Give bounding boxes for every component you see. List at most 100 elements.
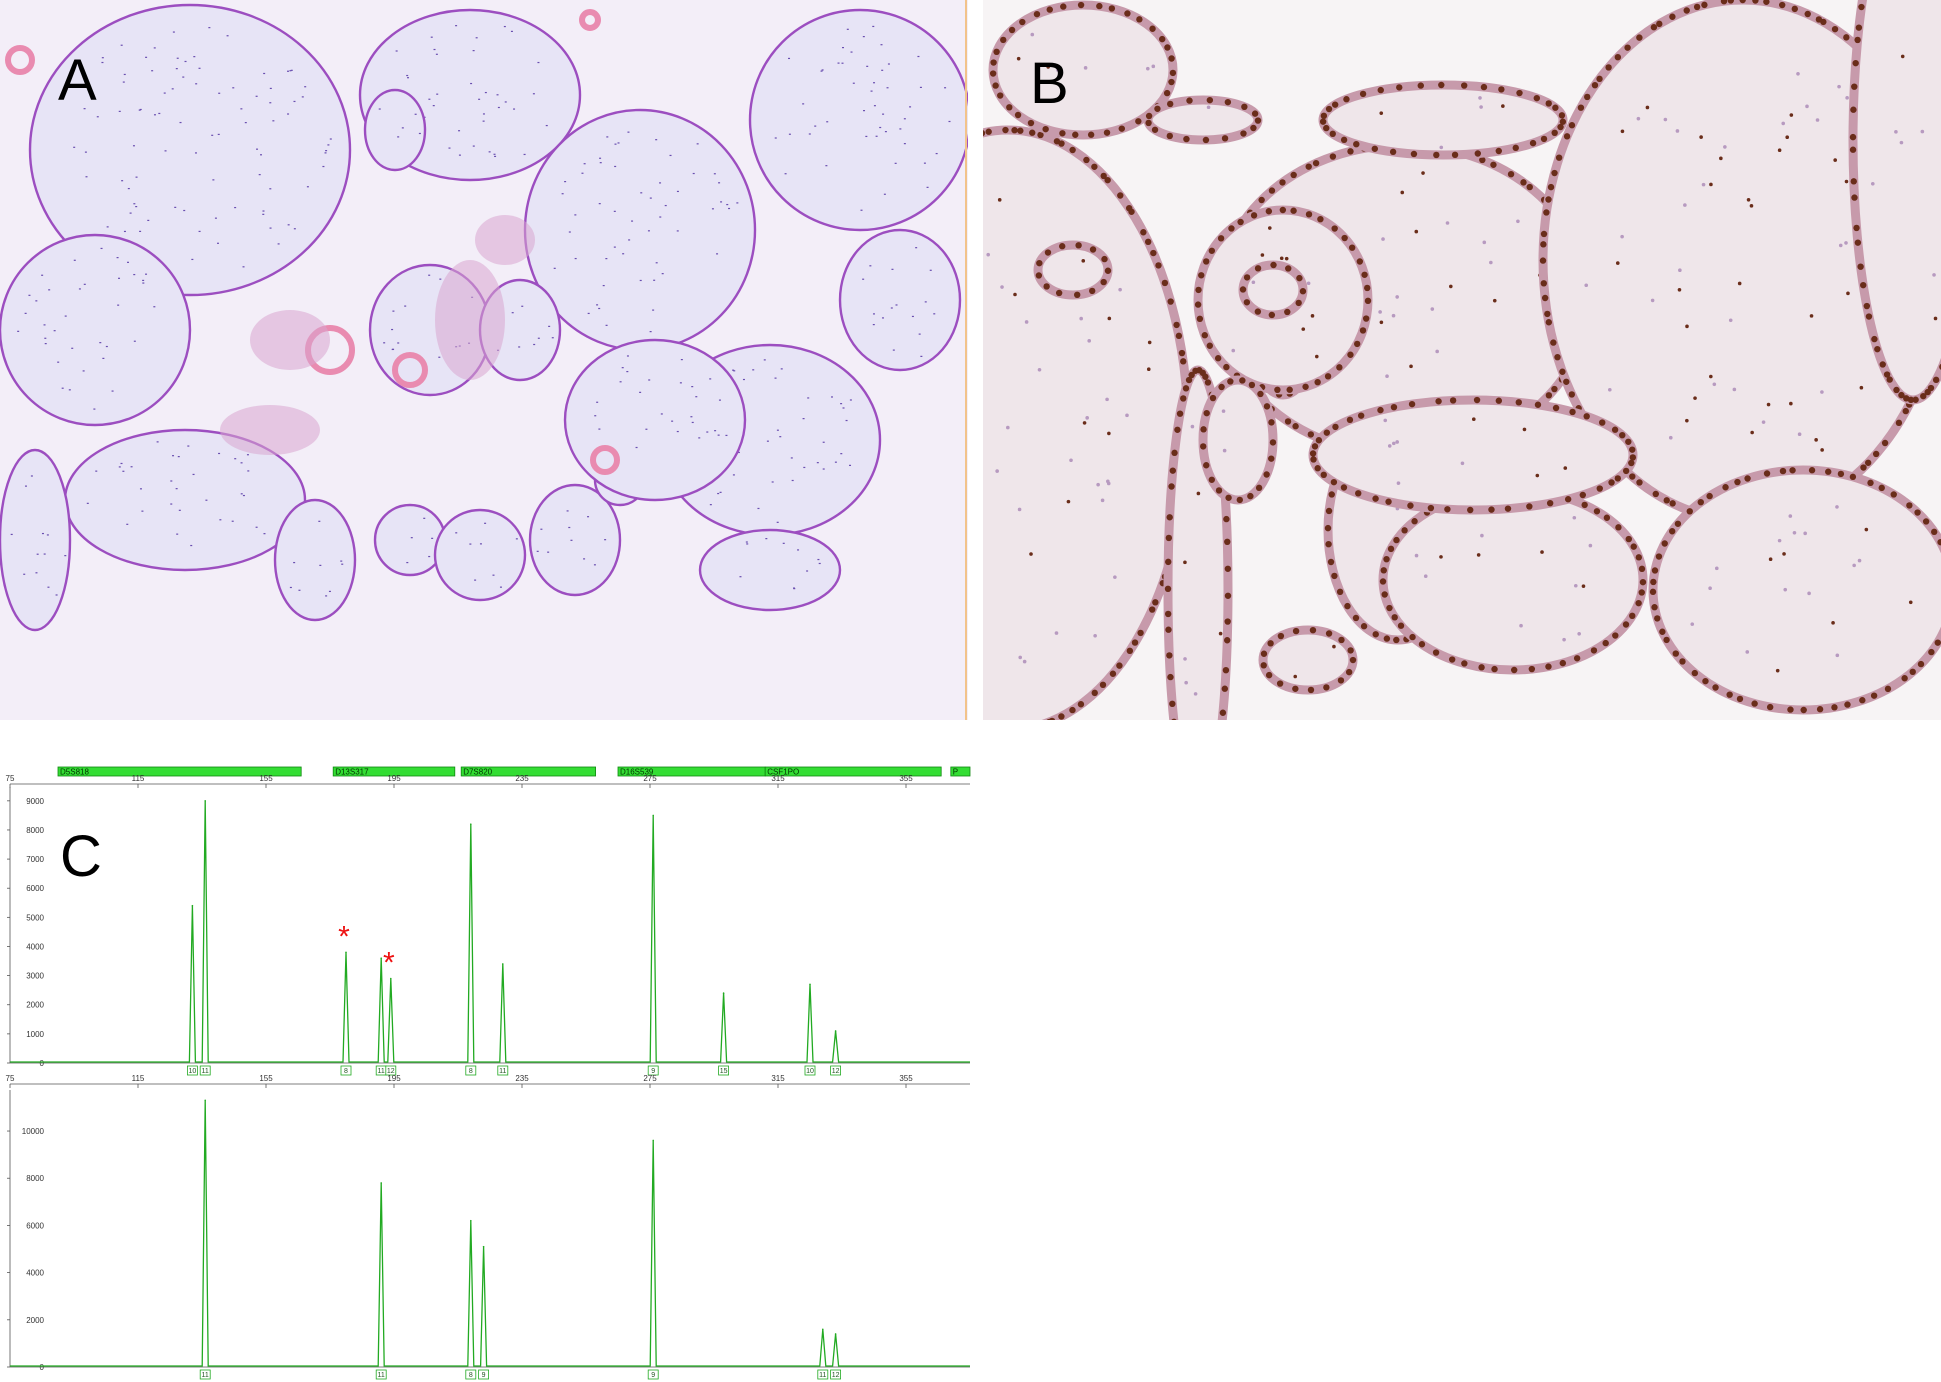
stromal-nucleus: [1519, 623, 1523, 628]
stromal-nucleus: [472, 50, 475, 52]
stromal-nucleus: [1712, 382, 1717, 387]
stromal-nucleus: [242, 494, 245, 497]
stromal-nucleus: [614, 165, 617, 168]
stromal-nucleus: [101, 61, 104, 64]
stromal-nucleus: [1024, 320, 1029, 324]
positive-nucleus: [1461, 660, 1468, 667]
stromal-nucleus: [472, 145, 475, 147]
positive-nucleus: [1890, 491, 1897, 498]
stromal-nucleus: [1310, 314, 1315, 318]
stromal-nucleus: [1789, 113, 1794, 117]
stromal-nucleus: [746, 543, 749, 545]
positive-nucleus: [1516, 89, 1523, 97]
stromal-nucleus: [240, 108, 243, 110]
positive-nucleus: [1932, 376, 1940, 384]
stromal-nucleus: [287, 224, 290, 226]
allele-label: 9: [482, 1372, 486, 1379]
stromal-nucleus: [765, 538, 768, 540]
allele-box: [830, 1369, 841, 1380]
stromal-nucleus: [1675, 129, 1680, 133]
stromal-nucleus: [269, 227, 272, 229]
positive-nucleus: [1331, 101, 1339, 108]
stromal-nucleus: [548, 325, 551, 327]
stromal-nucleus: [492, 574, 495, 576]
stromal-nucleus: [244, 122, 247, 124]
positive-nucleus: [1581, 501, 1588, 509]
stromal-nucleus: [418, 132, 421, 135]
stromal-nucleus: [184, 60, 187, 63]
stromal-nucleus: [1435, 349, 1439, 354]
stromal-nucleus: [318, 520, 321, 522]
stromal-nucleus: [208, 27, 211, 29]
positive-nucleus: [1912, 396, 1919, 403]
positive-nucleus: [1544, 310, 1551, 318]
positive-nucleus: [1545, 392, 1553, 399]
stromal-nucleus: [242, 266, 245, 268]
positive-nucleus: [1140, 229, 1147, 236]
allele-label: 8: [469, 1068, 473, 1075]
x-tick-label: 195: [387, 774, 401, 783]
positive-nucleus: [1559, 368, 1566, 375]
peak-point: [191, 904, 194, 907]
stromal-nucleus: [1196, 491, 1201, 496]
positive-nucleus: [1651, 567, 1659, 574]
stromal-nucleus: [613, 210, 616, 212]
positive-nucleus: [1843, 34, 1850, 41]
positive-nucleus: [1650, 24, 1658, 31]
stromal-nucleus: [596, 304, 599, 306]
allele-box: [804, 1065, 816, 1076]
positive-nucleus: [1874, 345, 1881, 353]
stromal-nucleus: [83, 283, 86, 285]
positive-nucleus: [1540, 230, 1548, 238]
positive-nucleus: [1579, 491, 1587, 499]
stromal-nucleus: [583, 558, 586, 560]
stromal-nucleus: [659, 182, 662, 184]
allele-label: 11: [202, 1372, 209, 1379]
stromal-nucleus: [1615, 261, 1620, 265]
positive-nucleus: [992, 82, 999, 89]
positive-nucleus: [1320, 471, 1327, 479]
positive-nucleus: [1091, 689, 1098, 697]
positive-nucleus: [1165, 558, 1172, 566]
positive-nucleus: [1739, 0, 1746, 4]
positive-nucleus: [1307, 686, 1315, 694]
positive-nucleus: [1217, 235, 1225, 242]
positive-nucleus: [1391, 614, 1398, 621]
villus-outline: [563, 338, 747, 502]
y-tick-label: 1000: [26, 1030, 44, 1039]
stromal-nucleus: [433, 48, 436, 51]
positive-nucleus: [1924, 388, 1931, 396]
stromal-nucleus: [1685, 418, 1689, 423]
positive-nucleus: [1871, 335, 1878, 343]
positive-nucleus: [1825, 468, 1832, 475]
stromal-nucleus: [319, 564, 322, 566]
x-tick-label: 115: [132, 774, 145, 783]
positive-nucleus: [1864, 459, 1872, 466]
stromal-nucleus: [1608, 387, 1612, 392]
positive-nucleus: [1154, 105, 1161, 112]
peak-point: [809, 983, 811, 986]
stromal-nucleus: [123, 230, 126, 233]
stromal-nucleus: [482, 120, 485, 122]
chorionic-villus: [1318, 80, 1568, 160]
stromal-nucleus: [1668, 435, 1673, 440]
stromal-nucleus: [1845, 96, 1849, 100]
positive-nucleus: [1269, 439, 1277, 446]
positive-nucleus: [1551, 385, 1558, 393]
chorionic-villus: [523, 108, 757, 352]
positive-nucleus: [1136, 16, 1143, 23]
positive-nucleus: [985, 128, 992, 135]
stromal-nucleus: [1737, 281, 1742, 286]
y-tick-label: 7000: [26, 855, 44, 864]
stromal-nucleus: [997, 198, 1002, 202]
positive-nucleus: [1622, 467, 1630, 475]
stromal-nucleus: [583, 163, 586, 165]
positive-nucleus: [1418, 641, 1426, 648]
positive-nucleus: [1336, 364, 1343, 371]
positive-nucleus: [1083, 156, 1090, 164]
stromal-nucleus: [111, 390, 114, 392]
stromal-nucleus: [570, 539, 573, 541]
stromal-nucleus: [1678, 268, 1682, 273]
stromal-nucleus: [41, 532, 44, 535]
positive-nucleus: [1077, 1, 1085, 9]
